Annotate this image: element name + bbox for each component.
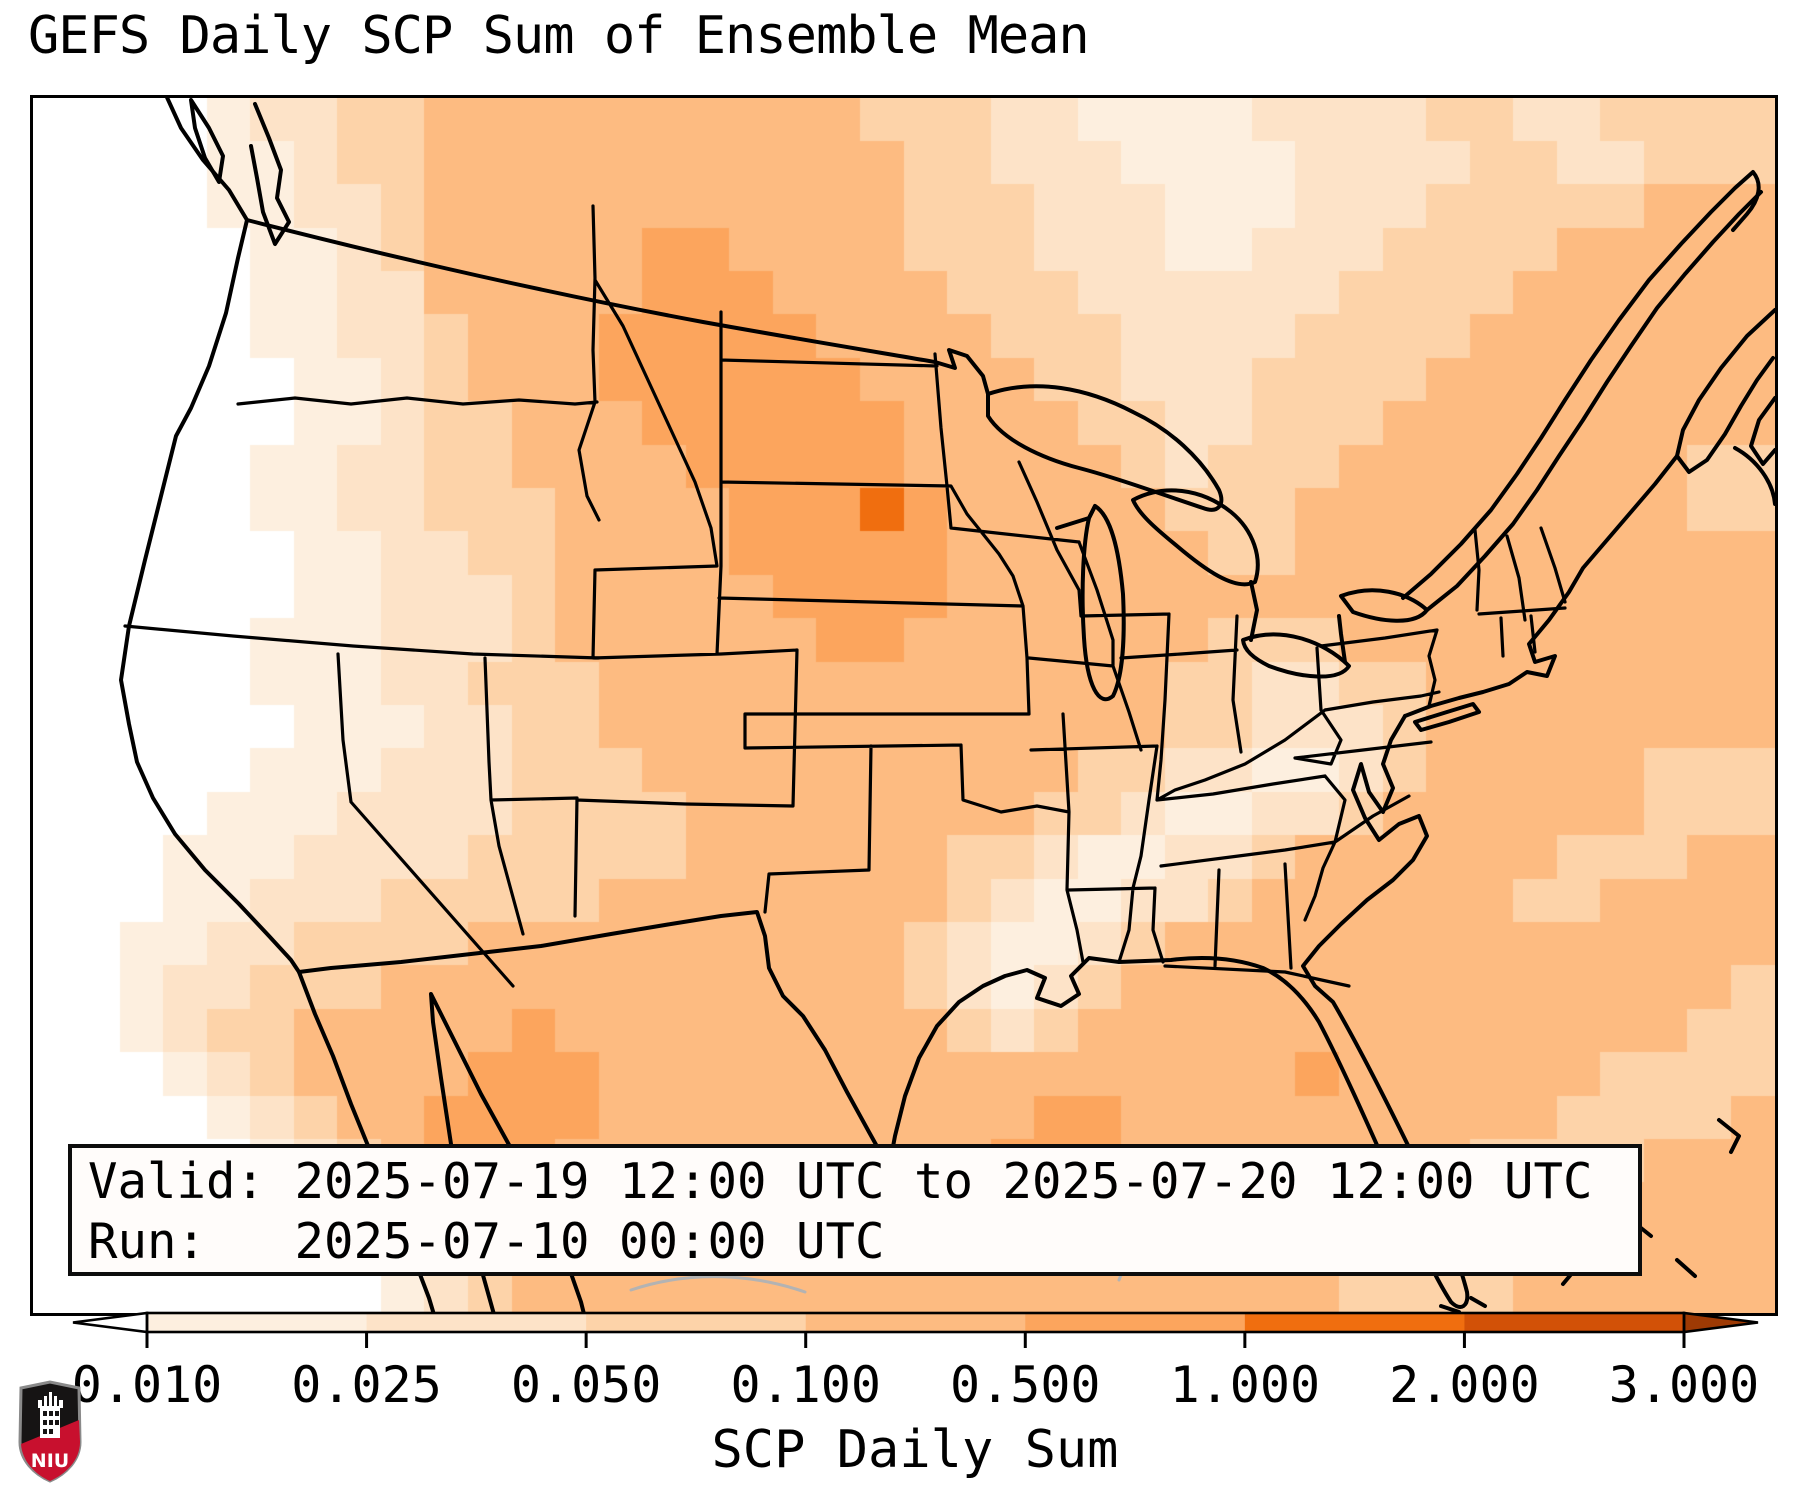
colorbar-tick-label: 0.050 <box>510 1356 662 1414</box>
map-panel: Valid: 2025-07-19 12:00 UTC to 2025-07-2… <box>30 95 1778 1316</box>
long-island <box>1413 702 1481 732</box>
state-borders <box>123 204 1567 988</box>
colorbar-tick-label: 0.500 <box>950 1356 1101 1414</box>
pacific-coastline <box>119 98 436 1313</box>
colorbar-tick-label: 3.000 <box>1608 1356 1760 1414</box>
northeast-coast <box>1403 454 1679 718</box>
puget-sound <box>249 102 291 246</box>
niu-logo-text: NIU <box>31 1450 69 1472</box>
niu-castle-icon <box>38 1392 63 1438</box>
colorbar-tick-label: 0.025 <box>291 1356 442 1414</box>
st-lawrence-north-shore <box>1401 170 1761 600</box>
lake-ontario <box>1339 588 1429 623</box>
colorbar-tick-label: 2.000 <box>1389 1356 1540 1414</box>
colorbar-tick-label: 1.000 <box>1169 1356 1321 1414</box>
us-canada-border <box>245 218 990 396</box>
geographic-borders <box>119 98 1775 1313</box>
lake-erie <box>1241 632 1351 679</box>
niu-red-band <box>21 1420 80 1481</box>
niu-logo: NIU <box>18 1380 82 1483</box>
colorbar-tick-labels: 0.010 0.025 0.050 0.100 0.500 1.000 2.000 3.000 <box>0 1356 1803 1416</box>
detroit-river <box>1055 504 1347 664</box>
colorbar-tick-label: 0.010 <box>71 1356 223 1414</box>
maritimes-coast <box>1675 308 1775 506</box>
st-lawrence-south-shore <box>1425 190 1763 612</box>
colorbar <box>72 1311 1759 1348</box>
valid-time-text: Valid: 2025-07-19 12:00 UTC to 2025-07-2… <box>88 1153 1593 1210</box>
scp-heatmap-canvas <box>33 98 1775 1313</box>
colorbar-label: SCP Daily Sum <box>711 1420 1119 1480</box>
vancouver-island <box>189 98 225 184</box>
run-time-text: Run: 2025-07-10 00:00 UTC <box>88 1213 885 1270</box>
valid-run-info-box: Valid: 2025-07-19 12:00 UTC to 2025-07-2… <box>68 1144 1642 1276</box>
lake-huron <box>1131 488 1260 587</box>
lake-michigan <box>1080 504 1126 702</box>
colorbar-tick-label: 0.100 <box>730 1356 881 1414</box>
lake-superior <box>986 384 1224 512</box>
page-title: GEFS Daily SCP Sum of Ensemble Mean <box>28 6 1090 66</box>
